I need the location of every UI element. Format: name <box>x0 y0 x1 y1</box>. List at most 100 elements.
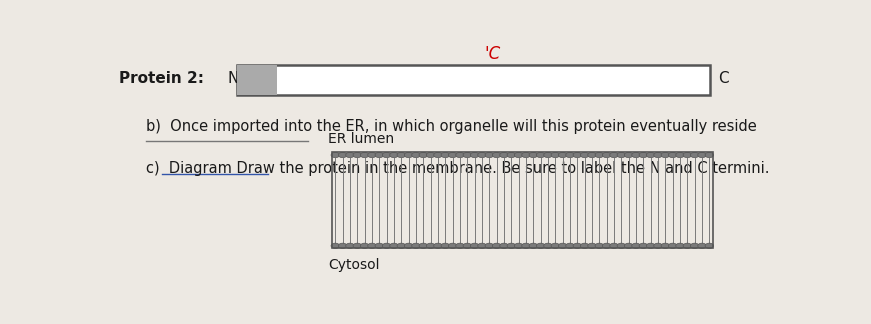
Text: C: C <box>718 71 728 86</box>
Ellipse shape <box>470 243 479 249</box>
Ellipse shape <box>661 152 670 158</box>
Ellipse shape <box>397 243 406 249</box>
Text: 'C: 'C <box>484 45 501 63</box>
Ellipse shape <box>368 243 376 249</box>
Ellipse shape <box>706 152 713 158</box>
Ellipse shape <box>566 152 574 158</box>
Ellipse shape <box>683 243 692 249</box>
Bar <box>332 198 713 203</box>
Ellipse shape <box>346 152 354 158</box>
Ellipse shape <box>463 243 471 249</box>
Ellipse shape <box>668 243 677 249</box>
Ellipse shape <box>588 243 597 249</box>
Text: c)  Diagram Draw the protein in the membrane. Be sure to label the N and C termi: c) Diagram Draw the protein in the membr… <box>146 161 769 176</box>
Ellipse shape <box>419 152 428 158</box>
Ellipse shape <box>639 152 648 158</box>
Ellipse shape <box>389 152 398 158</box>
Ellipse shape <box>654 152 662 158</box>
Ellipse shape <box>477 243 486 249</box>
Ellipse shape <box>492 152 501 158</box>
Ellipse shape <box>522 243 530 249</box>
Text: b)  Once imported into the ER, in which organelle will this protein eventually r: b) Once imported into the ER, in which o… <box>146 119 757 134</box>
Ellipse shape <box>382 243 391 249</box>
Ellipse shape <box>691 243 699 249</box>
Ellipse shape <box>676 152 685 158</box>
Ellipse shape <box>566 243 574 249</box>
Ellipse shape <box>456 152 464 158</box>
Ellipse shape <box>537 243 545 249</box>
Ellipse shape <box>397 152 406 158</box>
Ellipse shape <box>706 243 713 249</box>
Ellipse shape <box>551 152 559 158</box>
Ellipse shape <box>639 243 648 249</box>
Ellipse shape <box>558 243 567 249</box>
Ellipse shape <box>500 243 509 249</box>
Ellipse shape <box>470 152 479 158</box>
Ellipse shape <box>412 243 420 249</box>
Ellipse shape <box>529 152 537 158</box>
Ellipse shape <box>603 243 611 249</box>
Ellipse shape <box>676 243 685 249</box>
Ellipse shape <box>338 243 347 249</box>
Ellipse shape <box>691 152 699 158</box>
Ellipse shape <box>698 152 706 158</box>
Ellipse shape <box>507 243 516 249</box>
Ellipse shape <box>404 152 413 158</box>
Ellipse shape <box>588 152 597 158</box>
Ellipse shape <box>544 243 552 249</box>
Ellipse shape <box>580 243 589 249</box>
Ellipse shape <box>404 243 413 249</box>
Ellipse shape <box>361 152 369 158</box>
Ellipse shape <box>646 152 655 158</box>
Ellipse shape <box>441 152 449 158</box>
Ellipse shape <box>617 243 625 249</box>
Ellipse shape <box>389 243 398 249</box>
Text: N: N <box>227 71 239 86</box>
Ellipse shape <box>463 152 471 158</box>
Ellipse shape <box>361 243 369 249</box>
Ellipse shape <box>412 152 420 158</box>
Ellipse shape <box>631 243 640 249</box>
Ellipse shape <box>515 152 523 158</box>
Ellipse shape <box>661 243 670 249</box>
Ellipse shape <box>515 243 523 249</box>
Ellipse shape <box>544 152 552 158</box>
Ellipse shape <box>382 152 391 158</box>
Ellipse shape <box>427 152 435 158</box>
Bar <box>237 65 710 95</box>
Ellipse shape <box>610 243 618 249</box>
Ellipse shape <box>580 152 589 158</box>
Ellipse shape <box>375 152 383 158</box>
Ellipse shape <box>500 152 509 158</box>
Ellipse shape <box>353 152 361 158</box>
Ellipse shape <box>537 152 545 158</box>
Ellipse shape <box>573 152 582 158</box>
Ellipse shape <box>346 243 354 249</box>
Bar <box>237 65 277 95</box>
Ellipse shape <box>625 243 633 249</box>
Text: Protein 2:: Protein 2: <box>119 71 204 86</box>
Text: Cytosol: Cytosol <box>328 258 380 272</box>
Ellipse shape <box>368 152 376 158</box>
Ellipse shape <box>522 152 530 158</box>
Ellipse shape <box>441 243 449 249</box>
Ellipse shape <box>477 152 486 158</box>
Ellipse shape <box>610 152 618 158</box>
Ellipse shape <box>338 152 347 158</box>
Ellipse shape <box>683 152 692 158</box>
Ellipse shape <box>456 243 464 249</box>
Ellipse shape <box>595 243 604 249</box>
Ellipse shape <box>654 243 662 249</box>
Ellipse shape <box>427 243 435 249</box>
Ellipse shape <box>573 243 582 249</box>
Ellipse shape <box>646 243 655 249</box>
Bar <box>332 152 713 249</box>
Ellipse shape <box>434 152 442 158</box>
Ellipse shape <box>595 152 604 158</box>
Ellipse shape <box>485 243 494 249</box>
Ellipse shape <box>529 243 537 249</box>
Ellipse shape <box>419 243 428 249</box>
Ellipse shape <box>617 152 625 158</box>
Ellipse shape <box>375 243 383 249</box>
Text: ER lumen: ER lumen <box>328 132 395 146</box>
